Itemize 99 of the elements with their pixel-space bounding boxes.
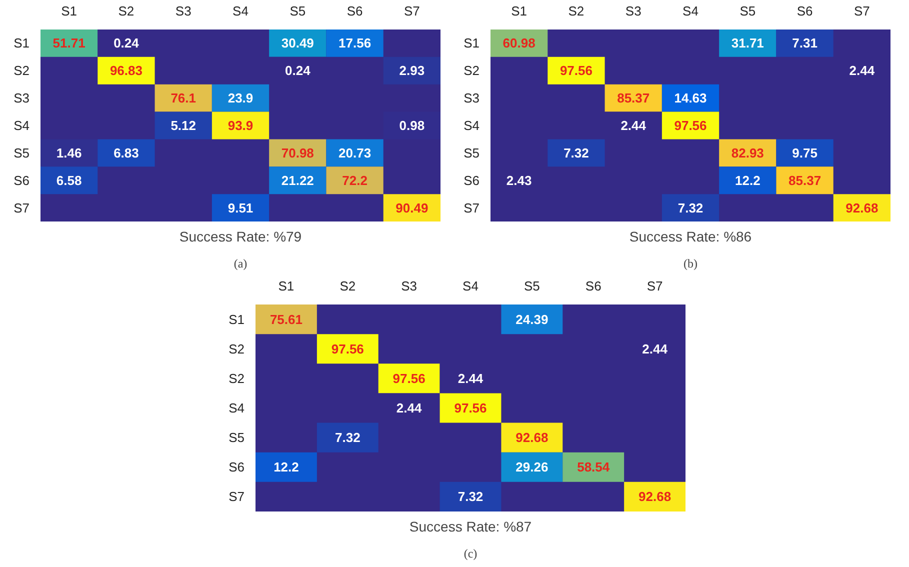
y-tick-label: S2: [228, 370, 245, 386]
x-tick-label: S2: [340, 278, 356, 294]
data-label: 2.44: [849, 63, 876, 78]
data-label: 2.43: [506, 172, 532, 188]
x-tick-label: S2: [118, 4, 134, 18]
y-tick-label: S2: [228, 341, 245, 356]
y-tick-label: S2: [464, 63, 480, 78]
x-tick-label: S1: [511, 4, 528, 18]
data-label: 23.9: [228, 90, 254, 106]
data-label: 2.44: [620, 118, 647, 133]
data-label: 92.68: [516, 430, 548, 446]
data-label: 30.49: [281, 36, 314, 51]
data-label: 97.56: [331, 341, 364, 356]
y-tick-label: S3: [464, 90, 480, 106]
y-tick-label: S6: [14, 172, 30, 188]
data-label: 97.56: [560, 63, 592, 78]
data-label: 96.83: [110, 63, 142, 78]
x-tick-label: S5: [524, 278, 540, 294]
y-tick-label: S4: [464, 118, 480, 133]
data-label: 9.51: [228, 200, 254, 216]
data-label: 7.32: [564, 145, 589, 160]
y-tick-label: S7: [228, 489, 245, 504]
data-label: 85.37: [617, 90, 650, 106]
x-tick-label: S1: [61, 4, 78, 18]
text: (a): [234, 256, 248, 270]
data-label: 2.44: [642, 341, 668, 356]
x-tick-label: S7: [404, 4, 420, 18]
data-label: 0.24: [114, 36, 140, 51]
data-label: 24.39: [516, 312, 548, 327]
data-label: 2.93: [399, 63, 425, 78]
y-tick-label: S1: [464, 36, 480, 51]
data-label: 72.2: [342, 172, 368, 188]
y-tick-label: S6: [464, 172, 480, 188]
text: (b): [684, 256, 698, 270]
data-label: 20.73: [338, 145, 372, 160]
data-label: 14.63: [674, 90, 707, 106]
data-label: 70.98: [281, 145, 314, 160]
data-label: 21.22: [281, 172, 314, 188]
y-tick-label: S7: [464, 200, 480, 216]
x-tick-label: S3: [625, 4, 642, 18]
data-label: 92.68: [638, 489, 672, 504]
data-label: 97.56: [392, 370, 426, 386]
y-tick-label: S4: [14, 118, 30, 133]
data-label: 85.37: [788, 172, 822, 188]
y-tick-label: S3: [14, 90, 30, 106]
x-tick-label: S6: [346, 4, 363, 18]
data-label: 31.71: [731, 36, 764, 51]
x-tick-label: S4: [682, 4, 698, 18]
data-label: 97.56: [674, 118, 707, 133]
data-label: 2.44: [458, 370, 484, 386]
data-label: 92.68: [846, 200, 878, 216]
data-label: 82.93: [731, 145, 764, 160]
data-label: 7.32: [334, 430, 360, 446]
x-tick-label: S6: [585, 278, 602, 294]
y-tick-label: S4: [228, 400, 245, 416]
data-label: 7.31: [792, 36, 818, 51]
data-label: 1.46: [56, 145, 82, 160]
x-tick-label: S1: [278, 278, 294, 294]
data-label: 12.2: [734, 172, 760, 188]
data-label: 7.32: [678, 200, 704, 216]
data-label: 0.98: [399, 118, 425, 133]
data-label: 5.12: [170, 118, 196, 133]
data-label: 6.83: [114, 145, 139, 160]
data-label: 97.56: [454, 400, 487, 416]
y-tick-label: S2: [14, 63, 30, 78]
data-label: 12.2: [274, 460, 299, 475]
data-label: 6.58: [56, 172, 82, 188]
data-label: 29.26: [516, 460, 548, 475]
data-label: 9.75: [792, 145, 818, 160]
x-axis-title: Success Rate: %86: [629, 228, 752, 244]
x-tick-label: S5: [290, 4, 306, 18]
text: (c): [464, 546, 478, 560]
y-tick-label: S5: [228, 430, 245, 446]
y-tick-label: S5: [14, 145, 30, 160]
x-tick-label: S6: [796, 4, 813, 18]
data-label: 2.44: [396, 400, 422, 416]
data-label: 58.54: [577, 460, 610, 475]
data-label: 90.49: [396, 200, 428, 216]
data-label: 0.24: [284, 63, 312, 78]
y-tick-label: S1: [228, 312, 245, 327]
data-label: 75.61: [270, 312, 302, 327]
x-tick-label: S7: [854, 4, 870, 18]
data-label: 7.32: [458, 489, 484, 504]
x-tick-label: S5: [740, 4, 756, 18]
data-label: 17.56: [338, 36, 372, 51]
y-tick-label: S1: [14, 36, 30, 51]
x-tick-label: S3: [175, 4, 192, 18]
x-axis-title: Success Rate: %79: [179, 228, 302, 244]
x-tick-label: S3: [401, 278, 418, 294]
data-label: 93.9: [228, 118, 254, 133]
x-tick-label: S2: [568, 4, 584, 18]
y-tick-label: S5: [464, 145, 480, 160]
x-tick-label: S7: [646, 278, 663, 294]
data-label: 76.1: [170, 90, 196, 106]
data-label: 60.98: [502, 36, 536, 51]
y-tick-label: S6: [228, 460, 245, 475]
y-tick-label: S7: [14, 200, 30, 216]
data-label: 51.71: [52, 36, 86, 51]
x-axis-title: Success Rate: %87: [409, 518, 532, 534]
